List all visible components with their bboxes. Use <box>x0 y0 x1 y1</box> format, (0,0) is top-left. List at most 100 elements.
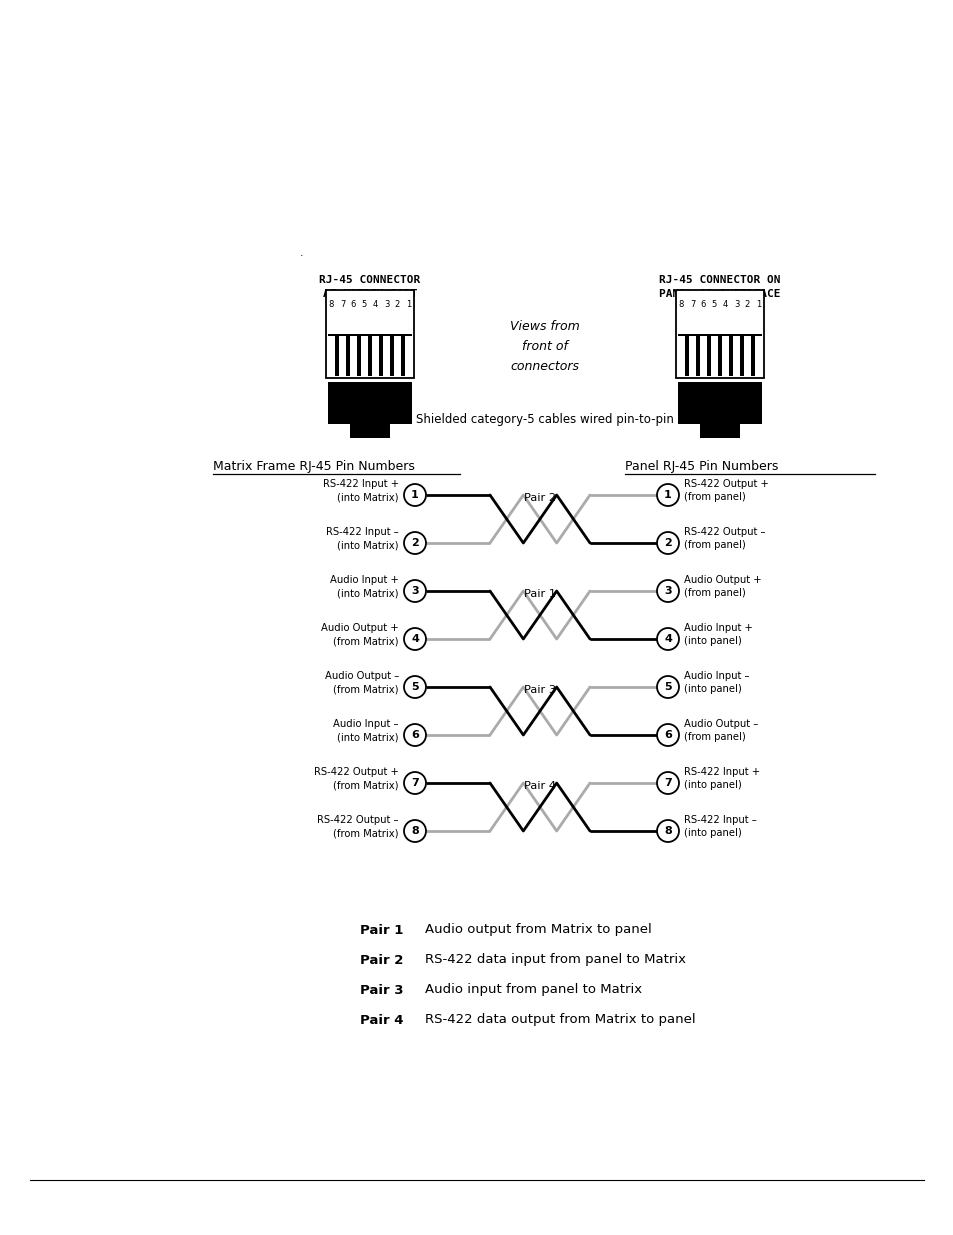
Bar <box>360 336 368 375</box>
Circle shape <box>403 484 426 506</box>
Bar <box>721 336 728 375</box>
Text: Audio Output +: Audio Output + <box>321 622 398 634</box>
Circle shape <box>657 580 679 601</box>
Circle shape <box>657 772 679 794</box>
Bar <box>328 382 412 424</box>
Text: Audio Input –: Audio Input – <box>683 671 749 680</box>
Text: 5: 5 <box>711 300 717 309</box>
Text: 4: 4 <box>663 634 671 643</box>
Circle shape <box>403 676 426 698</box>
Bar <box>743 336 750 375</box>
Text: (into Matrix): (into Matrix) <box>337 588 398 598</box>
Bar <box>700 336 706 375</box>
Text: 8: 8 <box>679 300 683 309</box>
Text: 1: 1 <box>755 300 760 309</box>
Text: Audio Input +: Audio Input + <box>683 622 752 634</box>
Text: Pair 3: Pair 3 <box>523 685 556 695</box>
Bar <box>328 333 412 375</box>
Text: 4: 4 <box>373 300 377 309</box>
Text: RS-422 Output +: RS-422 Output + <box>314 767 398 777</box>
Bar <box>710 336 718 375</box>
Text: 4: 4 <box>722 300 727 309</box>
Bar <box>350 336 356 375</box>
Text: 2: 2 <box>411 538 418 548</box>
Text: Audio Input –: Audio Input – <box>334 719 398 729</box>
Bar <box>372 336 378 375</box>
Bar <box>326 290 414 378</box>
Circle shape <box>403 772 426 794</box>
Text: RS-422 data output from Matrix to panel: RS-422 data output from Matrix to panel <box>424 1014 695 1026</box>
Text: 8: 8 <box>663 826 671 836</box>
Bar <box>678 382 761 424</box>
Text: Audio Output –: Audio Output – <box>683 719 758 729</box>
Text: Pair 2: Pair 2 <box>523 493 556 503</box>
Text: (into panel): (into panel) <box>683 684 741 694</box>
Text: 1: 1 <box>663 490 671 500</box>
Circle shape <box>657 676 679 698</box>
Text: 2: 2 <box>663 538 671 548</box>
Text: 2: 2 <box>395 300 399 309</box>
Bar <box>338 336 346 375</box>
Circle shape <box>403 532 426 555</box>
Circle shape <box>657 629 679 650</box>
Text: Pair 3: Pair 3 <box>359 983 403 997</box>
Text: 6: 6 <box>663 730 671 740</box>
Circle shape <box>403 580 426 601</box>
Text: RS-422 Output +: RS-422 Output + <box>683 479 768 489</box>
Text: (from panel): (from panel) <box>683 540 745 550</box>
Text: 7: 7 <box>339 300 345 309</box>
Text: RS-422 Input +: RS-422 Input + <box>683 767 760 777</box>
Circle shape <box>657 724 679 746</box>
Text: AT MATRIX PORT: AT MATRIX PORT <box>322 289 416 299</box>
Circle shape <box>403 820 426 842</box>
Bar <box>678 336 684 375</box>
Bar <box>394 336 400 375</box>
Text: 7: 7 <box>411 778 418 788</box>
Text: Views from
front of
connectors: Views from front of connectors <box>510 320 579 373</box>
Text: RS-422 Input –: RS-422 Input – <box>683 815 756 825</box>
Bar <box>688 336 696 375</box>
Text: 1: 1 <box>411 490 418 500</box>
Text: (into Matrix): (into Matrix) <box>337 732 398 742</box>
Text: (from Matrix): (from Matrix) <box>334 684 398 694</box>
Text: 5: 5 <box>411 682 418 692</box>
Text: (into panel): (into panel) <box>683 827 741 839</box>
Text: (from Matrix): (from Matrix) <box>334 636 398 646</box>
Bar <box>676 290 763 378</box>
Bar <box>732 336 740 375</box>
Circle shape <box>657 820 679 842</box>
Text: (into Matrix): (into Matrix) <box>337 540 398 550</box>
Text: Pair 2: Pair 2 <box>359 953 403 967</box>
Text: 6: 6 <box>351 300 355 309</box>
Text: 3: 3 <box>411 585 418 597</box>
Text: RS-422 Input +: RS-422 Input + <box>322 479 398 489</box>
Circle shape <box>403 724 426 746</box>
Bar <box>350 424 390 437</box>
Text: Pair 4: Pair 4 <box>359 1014 403 1026</box>
Text: RS-422 Output –: RS-422 Output – <box>317 815 398 825</box>
Circle shape <box>403 629 426 650</box>
Bar <box>328 336 335 375</box>
Text: 5: 5 <box>663 682 671 692</box>
Text: 6: 6 <box>700 300 705 309</box>
Text: Audio Output +: Audio Output + <box>683 576 760 585</box>
Text: 2: 2 <box>744 300 749 309</box>
Text: (into Matrix): (into Matrix) <box>337 492 398 501</box>
Text: Audio Input +: Audio Input + <box>330 576 398 585</box>
Circle shape <box>657 532 679 555</box>
Text: PANEL OR INTERFACE: PANEL OR INTERFACE <box>659 289 780 299</box>
Text: 8: 8 <box>329 300 334 309</box>
Text: Audio output from Matrix to panel: Audio output from Matrix to panel <box>424 924 651 936</box>
Text: Pair 4: Pair 4 <box>523 781 556 790</box>
Text: (from Matrix): (from Matrix) <box>334 827 398 839</box>
Text: RS-422 data input from panel to Matrix: RS-422 data input from panel to Matrix <box>424 953 685 967</box>
Text: RS-422 Input –: RS-422 Input – <box>326 527 398 537</box>
Bar <box>382 336 390 375</box>
Text: 8: 8 <box>411 826 418 836</box>
Text: Shielded category-5 cables wired pin-to-pin: Shielded category-5 cables wired pin-to-… <box>416 414 673 426</box>
Bar <box>405 336 412 375</box>
Text: 6: 6 <box>411 730 418 740</box>
Text: RJ-45 CONNECTOR: RJ-45 CONNECTOR <box>319 275 420 285</box>
Bar <box>754 336 761 375</box>
Text: 7: 7 <box>689 300 695 309</box>
